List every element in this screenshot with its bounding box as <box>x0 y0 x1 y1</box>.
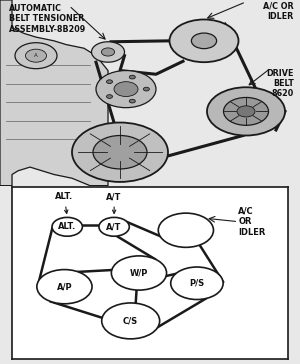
Circle shape <box>111 256 166 290</box>
Circle shape <box>72 123 168 182</box>
Circle shape <box>207 87 285 135</box>
Text: A/P: A/P <box>57 282 72 291</box>
Circle shape <box>96 71 156 108</box>
Text: AUTOMATIC
BELT TENSIONER
ASSEMBLY-8B209: AUTOMATIC BELT TENSIONER ASSEMBLY-8B209 <box>9 4 86 33</box>
Text: A/C
OR
IDLER: A/C OR IDLER <box>238 207 266 237</box>
Circle shape <box>106 80 112 84</box>
Circle shape <box>92 42 124 62</box>
Text: ALT.: ALT. <box>55 193 74 213</box>
Circle shape <box>129 99 135 103</box>
Circle shape <box>99 217 129 236</box>
Circle shape <box>129 75 135 79</box>
Text: A: A <box>34 53 38 58</box>
Circle shape <box>102 303 160 339</box>
Text: A/C OR
IDLER: A/C OR IDLER <box>263 2 294 21</box>
Text: P/S: P/S <box>189 279 205 288</box>
Circle shape <box>224 98 268 125</box>
Text: DRIVE
BELT
8620: DRIVE BELT 8620 <box>267 69 294 99</box>
Circle shape <box>171 267 223 300</box>
Circle shape <box>52 217 83 236</box>
Circle shape <box>37 270 92 304</box>
Text: W/P: W/P <box>130 269 148 277</box>
Circle shape <box>101 48 115 56</box>
Circle shape <box>158 213 214 248</box>
Circle shape <box>169 20 238 62</box>
Text: ALT.: ALT. <box>58 222 76 231</box>
Polygon shape <box>0 0 108 186</box>
Circle shape <box>191 33 217 49</box>
Circle shape <box>93 135 147 169</box>
Text: A/T: A/T <box>106 222 122 231</box>
Circle shape <box>15 43 57 69</box>
Circle shape <box>106 95 112 98</box>
Circle shape <box>237 106 255 117</box>
Circle shape <box>114 82 138 96</box>
Text: A/T: A/T <box>106 193 122 213</box>
Text: C/S: C/S <box>123 316 138 325</box>
Circle shape <box>143 87 149 91</box>
Circle shape <box>26 49 46 62</box>
